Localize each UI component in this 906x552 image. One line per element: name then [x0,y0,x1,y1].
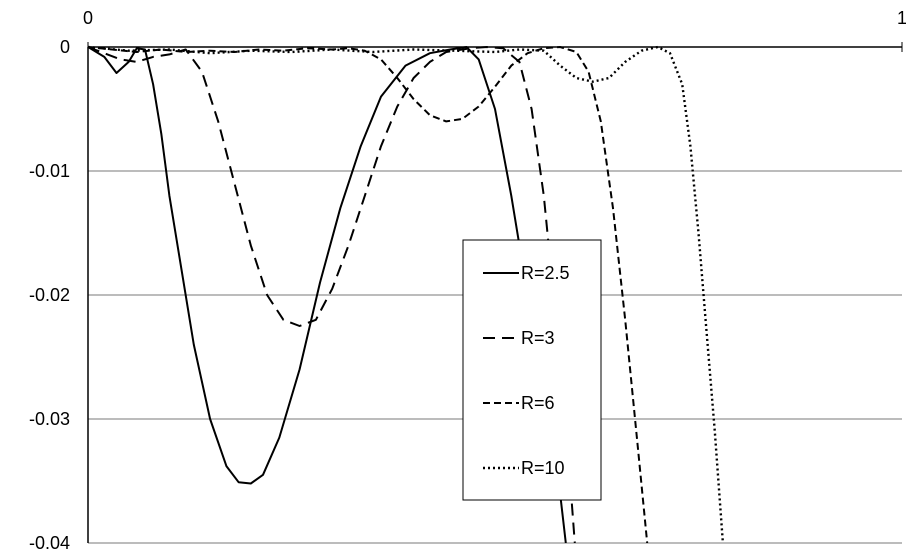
series-line-r-3 [88,46,576,543]
y-tick-label: -0.04 [29,533,70,552]
y-tick-label: -0.02 [29,285,70,305]
legend-box [462,239,602,501]
series-line-r-6 [88,46,649,543]
series-layer [88,45,725,543]
legend-label: R=2.5 [521,263,570,283]
series-line-r-10 [88,45,725,543]
y-tick-label: 0 [60,37,70,57]
legend-label: R=6 [521,393,555,413]
x-tick-label: 0 [83,8,93,28]
legend-label: R=10 [521,458,565,478]
y-tick-label: -0.01 [29,161,70,181]
x-tick-label: 1 [897,8,906,28]
y-tick-label: -0.03 [29,409,70,429]
tick-labels: 0 -0.01 -0.02 -0.03 -0.04 0 1 [29,8,906,552]
legend: R=2.5 R=3 R=6 R=10 [462,239,602,501]
legend-label: R=3 [521,328,555,348]
